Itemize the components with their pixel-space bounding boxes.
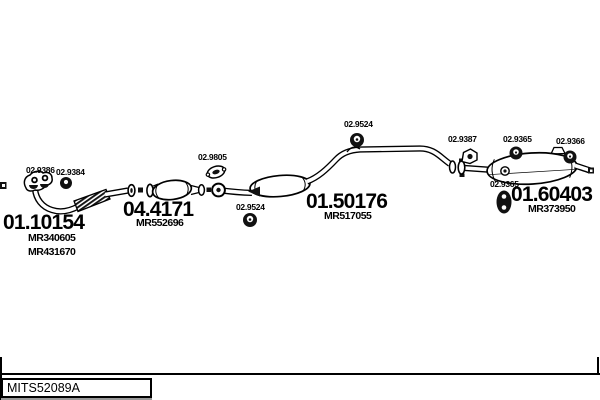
fitting-code-front-gasket: 02.9386 — [26, 165, 55, 175]
gasket-cat-shape — [205, 165, 227, 179]
footer-frame-line — [0, 373, 600, 375]
rear-joint-drawing — [448, 148, 494, 177]
fitting-code-rear-ring-tail: 02.9366 — [556, 136, 585, 146]
part-ref-rear-silencer: MR373950 — [528, 203, 576, 215]
part-ref-front-pipe-1: MR340605 — [28, 232, 76, 244]
part-ref-centre-silencer: MR517055 — [324, 210, 372, 222]
part-ref-front-pipe-2: MR431670 — [28, 246, 76, 258]
part-number-front-pipe: 01.10154 — [3, 211, 85, 234]
flex-section — [73, 188, 111, 213]
part-ref-catalyst: MR552696 — [136, 217, 184, 229]
fitting-code-front-ring: 02.9384 — [56, 167, 85, 177]
rear-silencer-drawing — [486, 146, 594, 186]
fitting-code-rear-ring-inner: 02.9365 — [503, 134, 532, 144]
fitting-code-rear-gasket: 02.9387 — [448, 134, 477, 144]
fitting-code-rear-ring-lower: 02.9365 — [490, 179, 519, 189]
fitting-code-centre-ring-lower: 02.9524 — [236, 202, 265, 212]
drawing-code-box: MITS52089A — [1, 378, 152, 398]
front-pipe-drawing — [0, 170, 143, 215]
hanger-rings-drawing — [60, 133, 577, 227]
hanger-bracket — [346, 146, 361, 153]
fitting-code-centre-ring-upper: 02.9524 — [344, 119, 373, 129]
part-number-rear-silencer: 01.60403 — [511, 183, 593, 206]
centre-silencer-drawing — [248, 145, 452, 198]
ring-rear-lower — [496, 190, 512, 214]
drawing-code: MITS52089A — [7, 381, 80, 395]
part-number-catalyst: 04.4171 — [123, 198, 194, 221]
part-number-centre-silencer: 01.50176 — [306, 190, 388, 213]
frame-right-edge — [597, 357, 599, 374]
catalyst-drawing — [146, 165, 253, 201]
fitting-code-cat-gasket: 02.9805 — [198, 152, 227, 162]
